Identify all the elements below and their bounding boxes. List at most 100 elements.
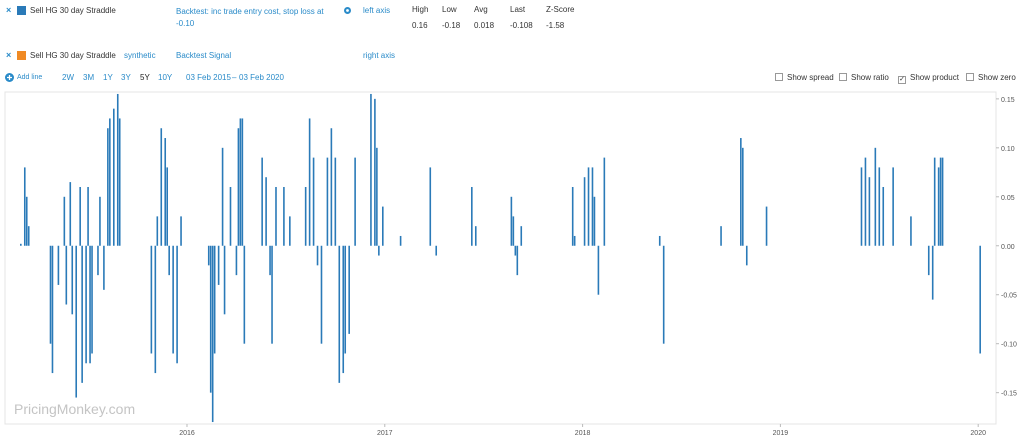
remove-line[interactable]: × — [6, 50, 12, 60]
bar — [745, 245, 748, 266]
bar — [474, 226, 477, 246]
line-mode[interactable]: Backtest Signal — [176, 51, 232, 60]
bar — [334, 157, 337, 246]
period-button[interactable]: 3Y — [121, 73, 131, 82]
option[interactable]: Show spread — [775, 73, 834, 82]
add-icon[interactable] — [5, 73, 14, 82]
checkbox[interactable] — [775, 73, 783, 81]
bar — [326, 157, 329, 246]
bar — [374, 98, 376, 246]
bar — [512, 216, 515, 246]
bar — [275, 186, 277, 246]
bar — [271, 245, 273, 344]
bar — [172, 245, 174, 354]
bar — [118, 118, 121, 246]
x-tick-label: 2019 — [773, 430, 789, 437]
x-tick-label: 2016 — [179, 430, 195, 437]
period-button[interactable]: 1Y — [103, 73, 113, 82]
bar — [931, 245, 934, 300]
bar — [927, 245, 930, 276]
option[interactable]: Show ratio — [839, 73, 889, 82]
bar — [338, 245, 341, 383]
option[interactable]: ✓ Show product — [898, 73, 959, 84]
date-to[interactable]: 03 Feb 2020 — [239, 73, 284, 82]
bar — [221, 147, 224, 246]
stat-value: 0.16 — [412, 21, 428, 30]
bar — [160, 128, 163, 246]
bar — [283, 186, 285, 246]
period-button[interactable]: 2W — [62, 73, 74, 82]
bar — [520, 226, 523, 246]
option[interactable]: Show zero — [966, 73, 1016, 82]
bar — [23, 167, 26, 246]
bar — [868, 177, 871, 246]
axis-select[interactable]: right axis — [363, 51, 396, 60]
stat-value: -0.18 — [442, 21, 461, 30]
bar — [874, 147, 877, 246]
bar — [265, 177, 267, 246]
bar — [330, 128, 333, 246]
bar — [583, 177, 586, 246]
line-mode[interactable]: Backtest: inc trade entry cost, stop los… — [176, 7, 324, 28]
bar — [211, 245, 214, 423]
stat-value: -1.58 — [546, 21, 565, 30]
stat-value: 0.018 — [474, 21, 495, 30]
period-button[interactable]: 10Y — [158, 73, 173, 82]
bar — [603, 157, 606, 246]
bar — [112, 108, 115, 246]
bar — [103, 245, 105, 290]
bar — [20, 243, 22, 246]
bar — [65, 245, 68, 305]
stat-header: Z-Score — [546, 5, 575, 14]
line-name: Sell HG 30 day Straddle — [30, 6, 116, 15]
line-color — [17, 6, 26, 15]
checkbox[interactable] — [966, 73, 974, 81]
bar — [308, 118, 311, 246]
bar — [150, 245, 153, 354]
bar — [587, 167, 590, 246]
date-from[interactable]: 03 Feb 2015 — [186, 73, 231, 82]
bar — [87, 186, 89, 246]
bar — [51, 245, 54, 374]
bar — [376, 147, 378, 246]
bar — [593, 196, 596, 246]
bar — [209, 245, 212, 393]
settings-icon[interactable] — [343, 6, 352, 15]
bar — [57, 245, 60, 285]
bar — [116, 93, 119, 246]
bar — [662, 245, 665, 344]
bar — [81, 245, 83, 383]
bar — [720, 226, 722, 246]
axis-select[interactable]: left axis — [363, 6, 391, 15]
checkbox[interactable] — [839, 73, 847, 81]
bar — [516, 245, 519, 276]
bar — [156, 216, 159, 246]
period-button[interactable]: 3M — [83, 73, 95, 82]
stat-header: High — [412, 5, 429, 14]
bar — [941, 157, 944, 246]
bar — [235, 245, 238, 276]
bar — [91, 245, 93, 354]
bar — [573, 235, 576, 246]
y-tick-label: -0.10 — [1001, 342, 1017, 349]
bar — [370, 93, 372, 246]
bar — [382, 206, 384, 246]
bar — [304, 186, 307, 246]
y-tick-label: 0.05 — [1001, 195, 1015, 202]
period-button[interactable]: 5Y — [140, 73, 150, 82]
option-label: Show spread — [787, 73, 834, 82]
option-label: Show product — [910, 73, 959, 82]
bar — [213, 245, 216, 354]
line-variant[interactable]: synthetic — [124, 51, 156, 60]
add-line[interactable]: Add line — [17, 74, 43, 81]
checkbox[interactable]: ✓ — [898, 76, 906, 84]
x-tick-label: 2017 — [377, 430, 393, 437]
remove-line[interactable]: × — [6, 5, 12, 15]
line-color — [17, 51, 26, 60]
bar — [348, 245, 350, 334]
bar — [99, 196, 101, 246]
bar — [49, 245, 52, 344]
bar — [765, 206, 768, 246]
bar — [237, 128, 240, 246]
